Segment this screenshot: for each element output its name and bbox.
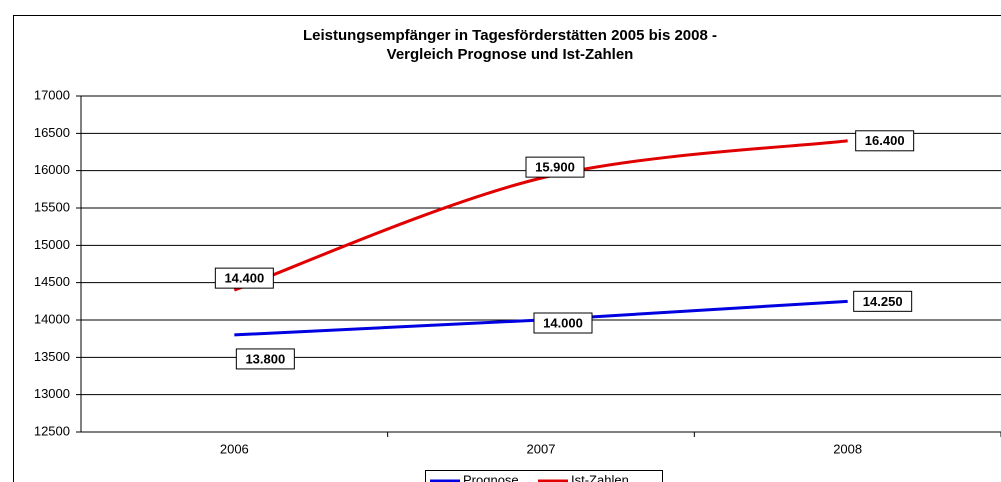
- data-label: 13.800: [245, 351, 285, 366]
- chart-title: Leistungsempfänger in Tagesförderstätten…: [303, 27, 717, 44]
- legend-label: Prognose: [463, 472, 519, 482]
- data-label-box: [855, 130, 915, 152]
- data-label: 15.900: [535, 160, 575, 175]
- y-tick-label: 13500: [34, 349, 70, 364]
- series-line: [233, 139, 848, 292]
- data-label-box: [533, 312, 593, 334]
- data-label-box: [853, 290, 913, 312]
- data-label: 14.400: [224, 271, 264, 286]
- data-label: 16.400: [865, 133, 905, 148]
- x-tick-label: 2007: [527, 441, 556, 456]
- y-tick-label: 13000: [34, 386, 70, 401]
- legend-box: [425, 470, 663, 482]
- y-tick-label: 17000: [34, 87, 70, 102]
- y-tick-label: 15000: [34, 237, 70, 252]
- y-tick-label: 14500: [34, 274, 70, 289]
- legend-label: Ist-Zahlen: [571, 472, 629, 482]
- y-tick-label: 16500: [34, 125, 70, 140]
- y-tick-label: 12500: [34, 423, 70, 438]
- data-label-box: [214, 267, 274, 289]
- y-tick-label: 16000: [34, 162, 70, 177]
- x-tick-label: 2006: [220, 441, 249, 456]
- x-tick-label: 2008: [833, 441, 862, 456]
- data-label: 14.250: [863, 294, 903, 309]
- data-label-box: [235, 348, 295, 370]
- y-tick-label: 14000: [34, 311, 70, 326]
- chart-subtitle: Vergleich Prognose und Ist-Zahlen: [387, 46, 634, 63]
- y-tick-label: 15500: [34, 199, 70, 214]
- chart-frame: [13, 15, 1001, 482]
- data-label-box: [525, 156, 585, 178]
- data-label: 14.000: [543, 315, 583, 330]
